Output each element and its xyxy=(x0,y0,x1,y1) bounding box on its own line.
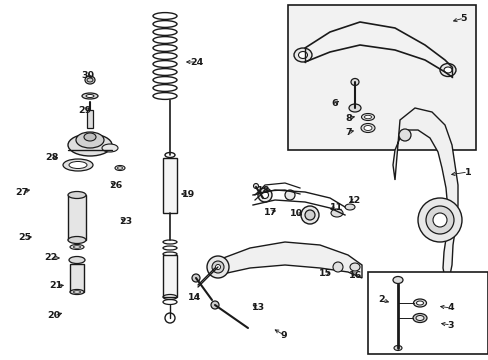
Ellipse shape xyxy=(85,76,95,84)
Ellipse shape xyxy=(253,184,258,189)
Text: 2: 2 xyxy=(378,296,385,305)
Ellipse shape xyxy=(350,78,358,86)
Ellipse shape xyxy=(206,256,228,278)
Ellipse shape xyxy=(73,246,81,248)
Ellipse shape xyxy=(68,192,86,198)
Ellipse shape xyxy=(87,78,93,82)
Bar xyxy=(163,158,177,213)
Ellipse shape xyxy=(86,95,94,98)
Text: 21: 21 xyxy=(49,282,62,291)
Ellipse shape xyxy=(258,188,271,202)
Ellipse shape xyxy=(215,265,220,270)
Ellipse shape xyxy=(432,213,446,227)
Ellipse shape xyxy=(348,104,360,112)
Text: 10: 10 xyxy=(289,208,302,217)
Ellipse shape xyxy=(68,237,86,243)
Text: 18: 18 xyxy=(257,185,270,194)
Ellipse shape xyxy=(349,263,359,271)
Ellipse shape xyxy=(115,166,125,171)
Ellipse shape xyxy=(261,192,268,198)
Text: 28: 28 xyxy=(45,153,59,162)
Text: 12: 12 xyxy=(347,195,361,204)
Ellipse shape xyxy=(393,346,401,351)
Text: 23: 23 xyxy=(119,216,132,225)
Ellipse shape xyxy=(192,274,200,282)
Ellipse shape xyxy=(415,315,423,320)
Text: 15: 15 xyxy=(318,270,331,279)
Ellipse shape xyxy=(301,206,318,224)
Ellipse shape xyxy=(68,134,112,156)
Text: 13: 13 xyxy=(251,303,264,312)
Text: 26: 26 xyxy=(109,180,122,189)
Ellipse shape xyxy=(210,301,219,309)
Text: 8: 8 xyxy=(345,113,352,122)
Bar xyxy=(287,5,475,150)
Ellipse shape xyxy=(443,67,451,73)
Ellipse shape xyxy=(102,144,118,152)
Text: 9: 9 xyxy=(280,330,287,339)
Ellipse shape xyxy=(298,51,307,59)
Ellipse shape xyxy=(412,314,426,323)
Ellipse shape xyxy=(70,244,84,249)
Text: 16: 16 xyxy=(348,270,362,279)
Ellipse shape xyxy=(416,301,423,305)
Ellipse shape xyxy=(76,132,104,148)
Ellipse shape xyxy=(417,198,461,242)
Ellipse shape xyxy=(69,162,87,168)
Ellipse shape xyxy=(363,126,371,131)
Text: 14: 14 xyxy=(188,293,201,302)
Bar xyxy=(163,255,177,297)
Ellipse shape xyxy=(117,167,122,169)
Ellipse shape xyxy=(392,276,402,284)
Bar xyxy=(68,195,86,240)
Ellipse shape xyxy=(164,313,175,323)
Ellipse shape xyxy=(285,190,294,200)
Text: 4: 4 xyxy=(447,303,453,312)
Text: 5: 5 xyxy=(460,14,467,23)
Ellipse shape xyxy=(330,209,342,217)
Ellipse shape xyxy=(70,289,84,294)
Text: 3: 3 xyxy=(447,320,453,329)
Ellipse shape xyxy=(332,262,342,272)
Ellipse shape xyxy=(69,256,85,264)
Ellipse shape xyxy=(293,48,311,62)
Bar xyxy=(87,110,93,128)
Ellipse shape xyxy=(82,93,98,99)
Text: 17: 17 xyxy=(264,207,277,216)
Ellipse shape xyxy=(360,123,374,132)
Ellipse shape xyxy=(425,206,453,234)
Text: 22: 22 xyxy=(44,253,58,262)
Ellipse shape xyxy=(364,115,371,119)
Ellipse shape xyxy=(439,63,455,77)
Bar xyxy=(70,264,84,292)
Ellipse shape xyxy=(84,133,96,141)
Text: 7: 7 xyxy=(345,127,351,136)
Text: 25: 25 xyxy=(19,233,32,242)
Ellipse shape xyxy=(63,159,93,171)
Text: 11: 11 xyxy=(330,202,343,212)
Text: 29: 29 xyxy=(78,105,91,114)
Ellipse shape xyxy=(212,261,224,273)
Text: 6: 6 xyxy=(331,99,338,108)
Text: 20: 20 xyxy=(47,311,61,320)
Text: 19: 19 xyxy=(182,189,195,198)
Text: 1: 1 xyxy=(464,167,470,176)
Ellipse shape xyxy=(305,210,314,220)
Ellipse shape xyxy=(413,299,426,307)
Text: 24: 24 xyxy=(190,58,203,67)
Text: 30: 30 xyxy=(81,71,94,80)
Ellipse shape xyxy=(398,129,410,141)
Ellipse shape xyxy=(73,291,81,293)
Ellipse shape xyxy=(361,113,374,121)
Polygon shape xyxy=(392,108,457,278)
Bar xyxy=(367,272,487,354)
Ellipse shape xyxy=(345,204,354,210)
Polygon shape xyxy=(218,242,361,278)
Text: 27: 27 xyxy=(15,188,29,197)
